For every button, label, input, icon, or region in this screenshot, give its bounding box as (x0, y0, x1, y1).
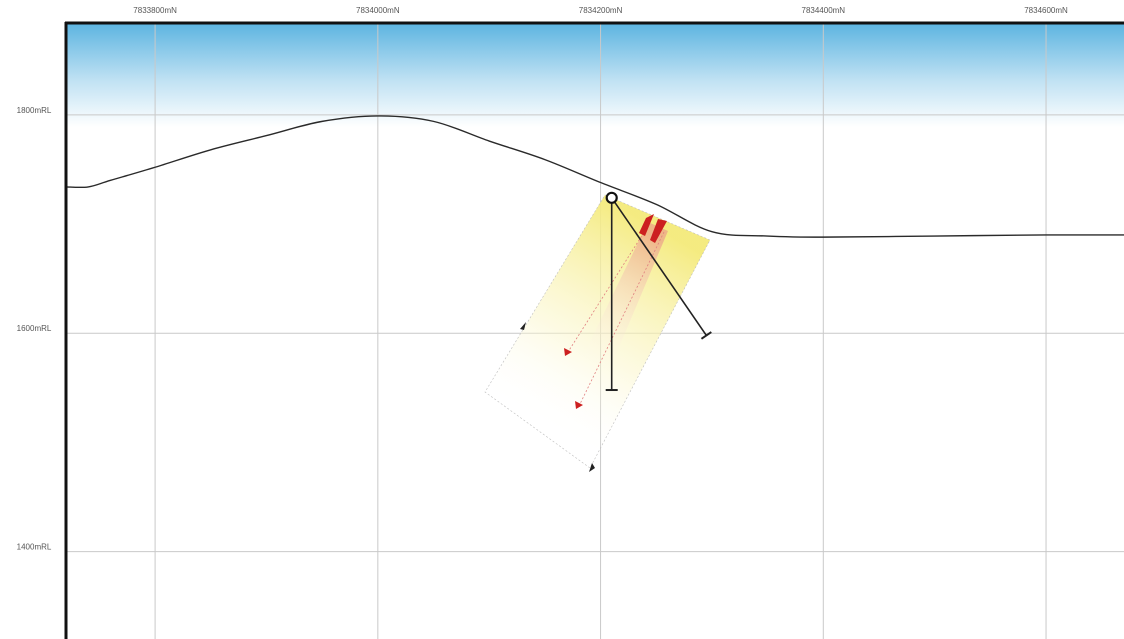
end-of-hole-marker-inclined (700, 331, 712, 340)
northing-tick-label: 7834400mN (802, 6, 846, 15)
axis-tick-labels: 7833800mN 7834000mN 7834200mN 7834400mN 7834… (17, 6, 1068, 552)
drill-hole-trace-inclined (611, 197, 708, 336)
sky-band (66, 22, 1124, 127)
red-arrow-lower (575, 401, 583, 409)
red-zone-corridor (560, 222, 668, 416)
red-arrow-upper (564, 348, 572, 356)
northing-tick-label: 7834600mN (1024, 6, 1068, 15)
northing-tick-label: 7834000mN (356, 6, 400, 15)
rl-tick-label: 1800mRL (17, 106, 52, 115)
drill-holes (605, 197, 712, 392)
topography-line (65, 115, 1124, 238)
drill-collar-marker (605, 191, 618, 204)
rl-tick-label: 1400mRL (17, 543, 52, 552)
corridor-arrow-upper (520, 322, 526, 330)
red-projection-line-1 (567, 225, 649, 353)
red-structure-marker-1 (639, 214, 654, 236)
northing-tick-label: 7833800mN (133, 6, 177, 15)
northing-tick-label: 7834200mN (579, 6, 623, 15)
red-structure-marker-2 (650, 219, 667, 243)
rl-tick-label: 1600mRL (17, 324, 52, 333)
corridor-arrow-lower (589, 463, 595, 472)
